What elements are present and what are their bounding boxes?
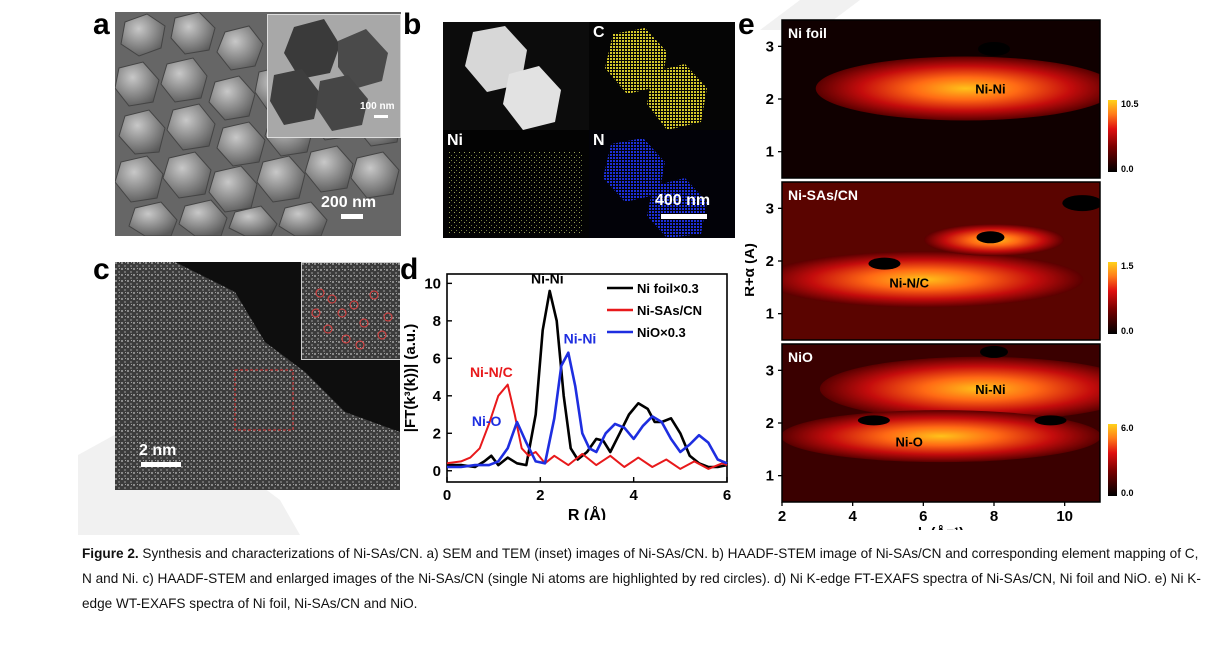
sem-image: 100 nm 200 nm: [115, 12, 401, 236]
legend-label-1: Ni foil×0.3: [637, 281, 699, 296]
wt-subplot-name: Ni-SAs/CN: [788, 187, 858, 203]
peak-label-nini-blue: Ni-Ni: [564, 330, 597, 346]
wt-y-tick-label: 1: [766, 144, 774, 161]
panel-c-label: c: [93, 253, 110, 286]
colorbar-max-label: 1.5: [1121, 261, 1134, 271]
sem-scale-bar: [341, 214, 363, 219]
wt-dark-region: [1062, 195, 1100, 212]
y-tick-label: 8: [433, 313, 441, 330]
wt-y-tick-label: 1: [766, 306, 774, 323]
y-tick-label: 2: [433, 425, 441, 442]
peak-label-ninc: Ni-N/C: [470, 364, 513, 380]
wt-x-tick-label: 10: [1056, 508, 1073, 525]
wt-x-tick-label: 6: [919, 508, 927, 525]
wt-y-tick-label: 2: [766, 415, 774, 432]
panel-a-label: a: [93, 8, 110, 41]
colorbar-min-label: 0.0: [1121, 488, 1134, 498]
wt-exafs-chart: Ni foil Ni-Ni 1 2 3 10.5 0.0 Ni-SAs/CN Ni-N/C 1 2 3…: [745, 19, 1139, 530]
ni-map: Ni: [443, 130, 589, 238]
y-tick-label: 0: [433, 463, 441, 480]
x-tick-label: 4: [629, 487, 638, 504]
wt-x-tick-label: 2: [778, 508, 786, 525]
y-tick-label: 10: [424, 275, 441, 292]
colorbar-max-label: 6.0: [1121, 423, 1134, 433]
atomic-scale-bar: [141, 462, 181, 467]
figure-caption: Figure 2. Synthesis and characterization…: [82, 541, 1202, 616]
peak-label-nio: Ni-O: [472, 413, 502, 429]
panel-d-label: d: [400, 253, 419, 286]
wt-dark-region: [857, 415, 890, 426]
x-tick-label: 2: [536, 487, 544, 504]
y-tick-label: 4: [433, 388, 442, 405]
wt-x-tick-label: 4: [848, 508, 857, 525]
c-map-label: C: [593, 24, 605, 41]
wt-dark-region: [868, 257, 901, 270]
wt-hot-region: [815, 56, 1100, 121]
map-scale-label: 400 nm: [655, 192, 711, 209]
n-map: N 400 nm: [589, 130, 735, 238]
peak-label-nini-black: Ni-Ni: [531, 270, 564, 286]
series-line-1: [447, 289, 728, 469]
y-tick-label: 6: [433, 350, 441, 367]
haadf-atomic-image: 2 nm: [115, 262, 400, 490]
series-line-3: [447, 351, 728, 469]
wt-dark-region: [976, 231, 1005, 244]
wt-x-axis-label: k (Å⁻¹): [918, 525, 964, 530]
wt-y-axis-label: R+α (Å): [745, 243, 758, 297]
x-tick-label: 0: [443, 487, 451, 504]
caption-text: Synthesis and characterizations of Ni-SA…: [82, 546, 1201, 611]
atomic-inset: [301, 262, 400, 360]
x-tick-label: 6: [723, 487, 731, 504]
colorbar-min-label: 0.0: [1121, 326, 1134, 336]
wt-dark-region: [980, 345, 1008, 358]
tem-inset: 100 nm: [267, 14, 401, 138]
wt-y-tick-label: 1: [766, 468, 774, 485]
n-map-label: N: [593, 132, 605, 149]
wt-feature-label: Ni-N/C: [889, 275, 929, 290]
legend-label-3: NiO×0.3: [637, 325, 686, 340]
wt-y-tick-label: 3: [766, 362, 774, 379]
wt-x-tick-label: 8: [990, 508, 998, 525]
wt-feature-label: Ni-Ni: [975, 82, 1005, 97]
wt-y-tick-label: 3: [766, 200, 774, 217]
c-map: C: [589, 22, 735, 130]
colorbar: [1108, 100, 1117, 172]
wt-map-2: [782, 182, 1100, 340]
wt-map-3: [782, 344, 1100, 502]
inset-scale-label: 100 nm: [360, 101, 395, 112]
wt-y-tick-label: 2: [766, 253, 774, 270]
y-axis-label: |FT(k³(k))| (a.u.): [402, 324, 419, 432]
wt-y-tick-label: 2: [766, 91, 774, 108]
colorbar: [1108, 424, 1117, 496]
wt-subplot-name: NiO: [788, 349, 813, 365]
panel-e-label: e: [738, 8, 755, 41]
wt-feature-label: Ni-Ni: [975, 382, 1005, 397]
map-scale-bar: [661, 214, 707, 219]
haadf-image: [443, 22, 589, 130]
colorbar: [1108, 262, 1117, 334]
ni-map-label: Ni: [447, 132, 463, 149]
ft-exafs-chart: 0 2 4 6 8 10 0 2 4 6 R (Å) |FT(k³(k))| (a.u.) Ni foi…: [402, 270, 731, 520]
wt-feature-label-2: Ni-O: [895, 435, 922, 450]
caption-figure-label: Figure 2.: [82, 546, 139, 561]
wt-map-1: [782, 20, 1100, 178]
atomic-scale-label: 2 nm: [139, 442, 177, 459]
panel-b-label: b: [403, 8, 422, 41]
wt-hot-region: [782, 251, 1084, 308]
sem-scale-label: 200 nm: [321, 194, 377, 211]
wt-dark-region: [1034, 415, 1067, 426]
legend-label-2: Ni-SAs/CN: [637, 303, 702, 318]
colorbar-min-label: 0.0: [1121, 164, 1134, 174]
wt-subplot-name: Ni foil: [788, 25, 827, 41]
wt-hot-region: [819, 356, 1100, 421]
plot-frame: [446, 273, 728, 483]
colorbar-max-label: 10.5: [1121, 99, 1139, 109]
inset-scale-bar: [374, 115, 388, 118]
wt-y-tick-label: 3: [766, 38, 774, 55]
x-axis-label: R (Å): [568, 505, 606, 520]
series-line-2: [446, 383, 728, 470]
wt-dark-region: [978, 41, 1010, 56]
